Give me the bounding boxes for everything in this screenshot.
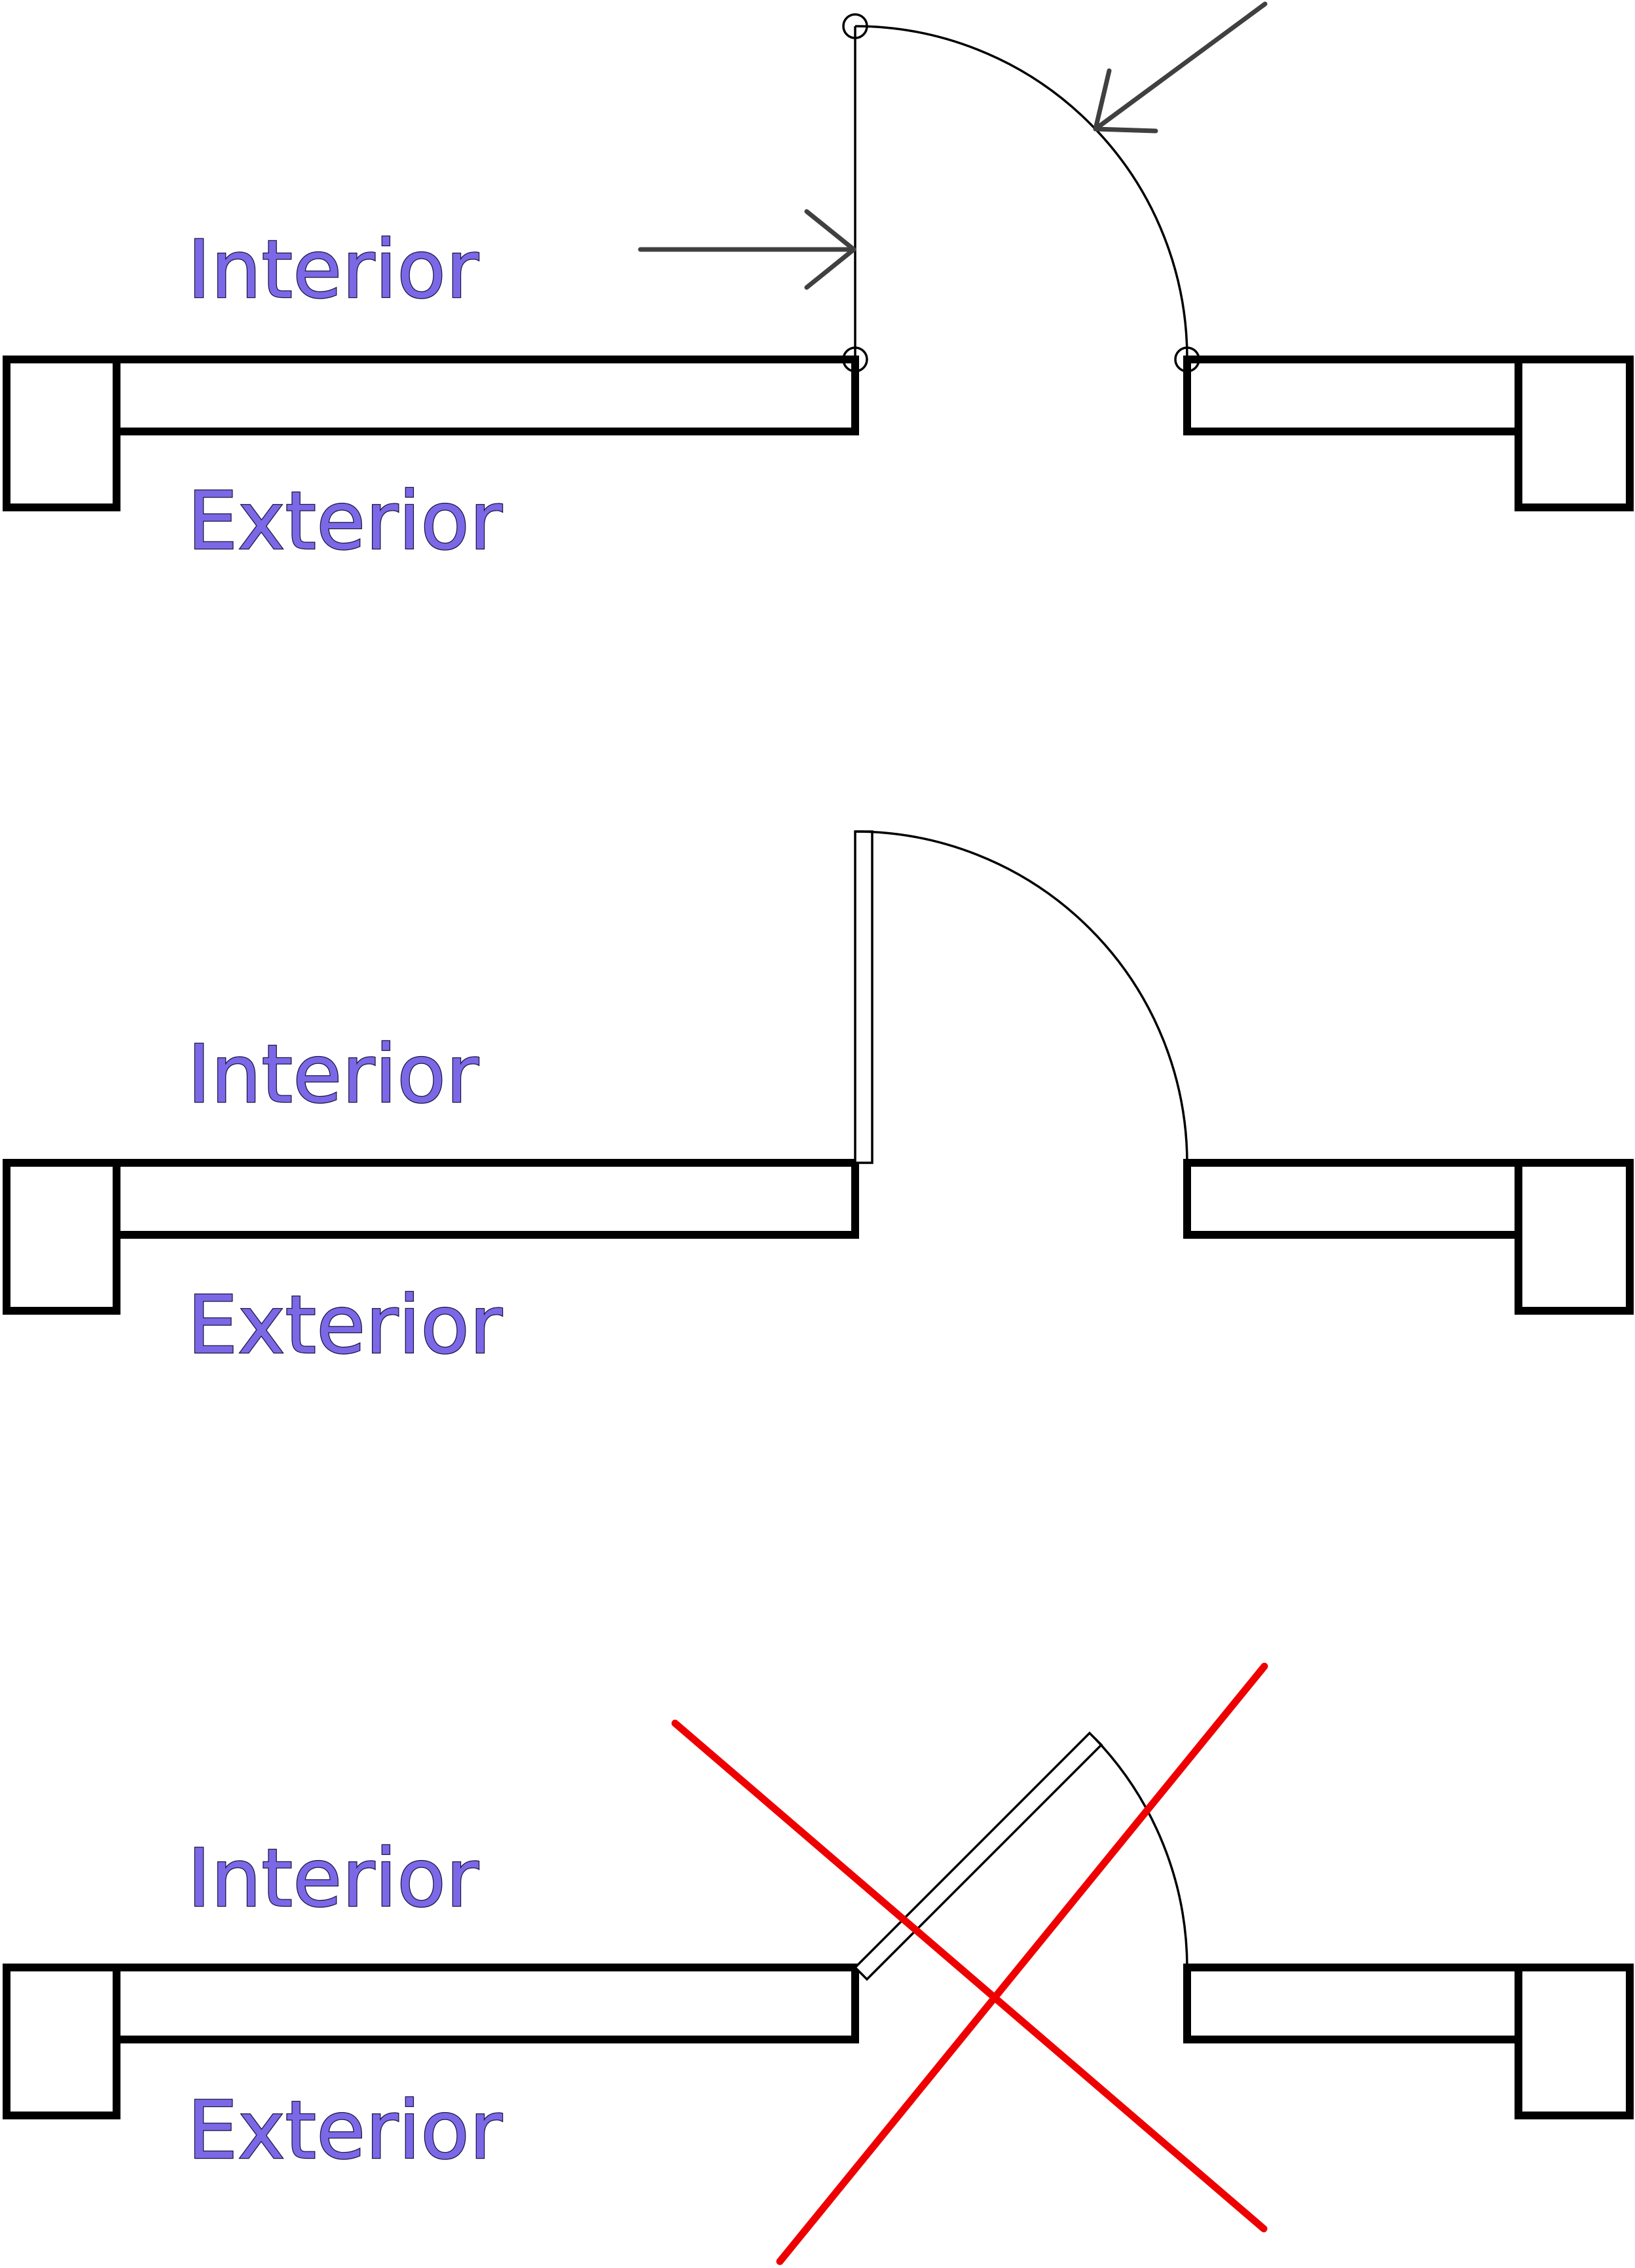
interior-label: Interior	[187, 1028, 479, 1121]
right-wall-end	[1515, 1159, 1634, 1315]
door-leaf	[854, 830, 873, 1164]
door-leaf	[853, 1731, 1103, 1981]
left-wall-segment	[113, 356, 859, 435]
interior-label: Interior	[187, 223, 479, 316]
right-wall-segment	[1183, 356, 1522, 435]
left-wall	[3, 1159, 859, 1315]
arc-end-control-point	[842, 13, 868, 39]
left-wall-end	[3, 1964, 120, 2119]
arrow-to-arc-icon	[1093, 1, 1268, 134]
right-wall-segment	[1183, 1964, 1522, 2043]
panel-incorrect: Interior Exterior	[3, 1662, 1634, 2265]
left-wall-end	[3, 356, 120, 511]
right-wall-end	[1515, 1964, 1634, 2119]
exterior-label: Exterior	[187, 2084, 503, 2177]
door-swing-arc	[1094, 1738, 1188, 1968]
right-wall-end	[1515, 356, 1634, 511]
interior-label: Interior	[187, 1832, 479, 1925]
exterior-label: Exterior	[187, 1279, 503, 1372]
left-wall	[3, 356, 859, 511]
left-wall-end	[3, 1159, 120, 1315]
door-swing-arc	[854, 830, 1188, 1163]
right-wall	[1183, 1964, 1634, 2119]
panel-correct: Interior Exterior	[3, 830, 1634, 1372]
arrow-to-leaf-icon	[638, 209, 856, 290]
left-wall-segment	[113, 1159, 859, 1239]
left-wall	[3, 1964, 859, 2119]
cross-stroke-2	[776, 1662, 1268, 2265]
door-swing-arc	[854, 25, 1188, 360]
arc-start-control-point	[1174, 346, 1200, 373]
panel-construction: Interior Exterior	[3, 1, 1634, 568]
exterior-label: Exterior	[187, 475, 503, 568]
left-wall-segment	[113, 1964, 859, 2043]
hinge-control-point	[842, 346, 868, 373]
cross-stroke-1	[671, 1719, 1268, 2233]
right-wall-segment	[1183, 1159, 1522, 1239]
right-wall	[1183, 356, 1634, 511]
wrong-cross-icon	[671, 1662, 1268, 2265]
right-wall	[1183, 1159, 1634, 1315]
